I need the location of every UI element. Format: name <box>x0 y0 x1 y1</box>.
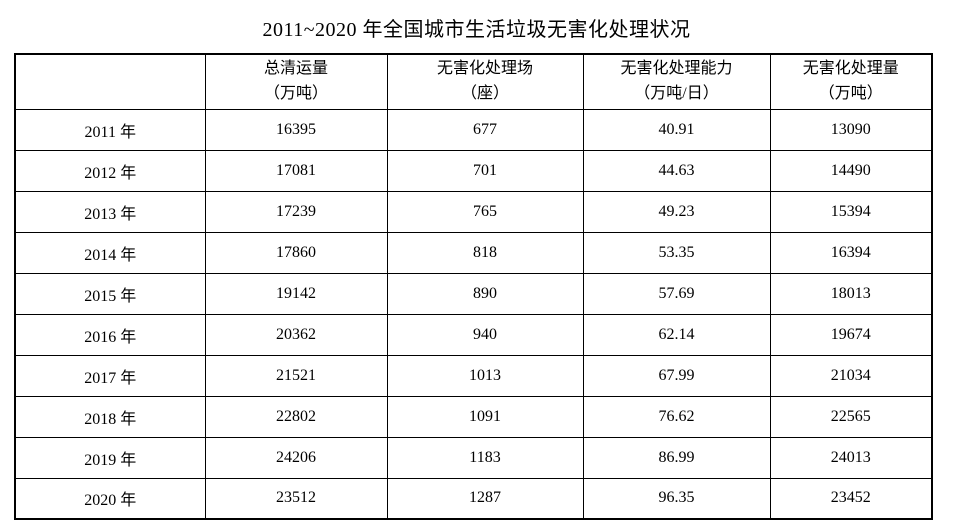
data-cell: 19674 <box>769 313 933 356</box>
year-cell: 2019 年 <box>14 436 206 479</box>
data-cell: 16395 <box>204 108 388 151</box>
data-cell: 22565 <box>769 395 933 438</box>
page-title: 2011~2020 年全国城市生活垃圾无害化处理状况 <box>262 19 691 41</box>
data-cell: 14490 <box>769 149 933 192</box>
data-cell: 1091 <box>386 395 584 438</box>
data-cell: 765 <box>386 190 584 233</box>
header-total-collected: 总清运量 （万吨） <box>204 53 388 110</box>
table-header-row: 总清运量 （万吨） 无害化处理场 （座） 无害化处理能力 （万吨/日） 无害化处… <box>14 53 933 110</box>
year-cell: 2015 年 <box>14 272 206 315</box>
data-cell: 57.69 <box>582 272 771 315</box>
year-cell: 2014 年 <box>14 231 206 274</box>
data-cell: 677 <box>386 108 584 151</box>
data-cell: 23452 <box>769 477 933 520</box>
header-treatment-plants: 无害化处理场 （座） <box>386 53 584 110</box>
year-cell: 2016 年 <box>14 313 206 356</box>
table-row-2015: 2015 年 19142 890 57.69 18013 <box>14 272 933 315</box>
data-cell: 23512 <box>204 477 388 520</box>
year-cell: 2013 年 <box>14 190 206 233</box>
data-cell: 96.35 <box>582 477 771 520</box>
table-row-2013: 2013 年 17239 765 49.23 15394 <box>14 190 933 233</box>
data-cell: 86.99 <box>582 436 771 479</box>
data-cell: 62.14 <box>582 313 771 356</box>
table-row-2019: 2019 年 24206 1183 86.99 24013 <box>14 436 933 479</box>
data-cell: 24013 <box>769 436 933 479</box>
data-cell: 53.35 <box>582 231 771 274</box>
table-row-2011: 2011 年 16395 677 40.91 13090 <box>14 108 933 151</box>
header-year-blank <box>14 53 206 110</box>
table-row-2017: 2017 年 21521 1013 67.99 21034 <box>14 354 933 397</box>
data-cell: 1183 <box>386 436 584 479</box>
data-cell: 18013 <box>769 272 933 315</box>
data-cell: 17860 <box>204 231 388 274</box>
data-cell: 19142 <box>204 272 388 315</box>
waste-treatment-table: 总清运量 （万吨） 无害化处理场 （座） 无害化处理能力 （万吨/日） 无害化处… <box>14 53 933 520</box>
year-cell: 2018 年 <box>14 395 206 438</box>
header-treatment-capacity: 无害化处理能力 （万吨/日） <box>582 53 771 110</box>
data-cell: 701 <box>386 149 584 192</box>
data-cell: 20362 <box>204 313 388 356</box>
data-cell: 21521 <box>204 354 388 397</box>
data-cell: 1013 <box>386 354 584 397</box>
header-treated-volume: 无害化处理量 （万吨） <box>769 53 933 110</box>
data-cell: 17239 <box>204 190 388 233</box>
data-cell: 44.63 <box>582 149 771 192</box>
data-cell: 15394 <box>769 190 933 233</box>
data-cell: 21034 <box>769 354 933 397</box>
year-cell: 2012 年 <box>14 149 206 192</box>
data-cell: 940 <box>386 313 584 356</box>
year-cell: 2011 年 <box>14 108 206 151</box>
data-cell: 40.91 <box>582 108 771 151</box>
data-cell: 49.23 <box>582 190 771 233</box>
table-row-2018: 2018 年 22802 1091 76.62 22565 <box>14 395 933 438</box>
data-cell: 818 <box>386 231 584 274</box>
data-cell: 67.99 <box>582 354 771 397</box>
data-cell: 24206 <box>204 436 388 479</box>
data-cell: 1287 <box>386 477 584 520</box>
data-cell: 890 <box>386 272 584 315</box>
data-cell: 76.62 <box>582 395 771 438</box>
table-row-2012: 2012 年 17081 701 44.63 14490 <box>14 149 933 192</box>
year-cell: 2017 年 <box>14 354 206 397</box>
data-cell: 13090 <box>769 108 933 151</box>
data-cell: 17081 <box>204 149 388 192</box>
table-row-2020: 2020 年 23512 1287 96.35 23452 <box>14 477 933 520</box>
data-cell: 16394 <box>769 231 933 274</box>
table-row-2016: 2016 年 20362 940 62.14 19674 <box>14 313 933 356</box>
year-cell: 2020 年 <box>14 477 206 520</box>
table-row-2014: 2014 年 17860 818 53.35 16394 <box>14 231 933 274</box>
data-cell: 22802 <box>204 395 388 438</box>
